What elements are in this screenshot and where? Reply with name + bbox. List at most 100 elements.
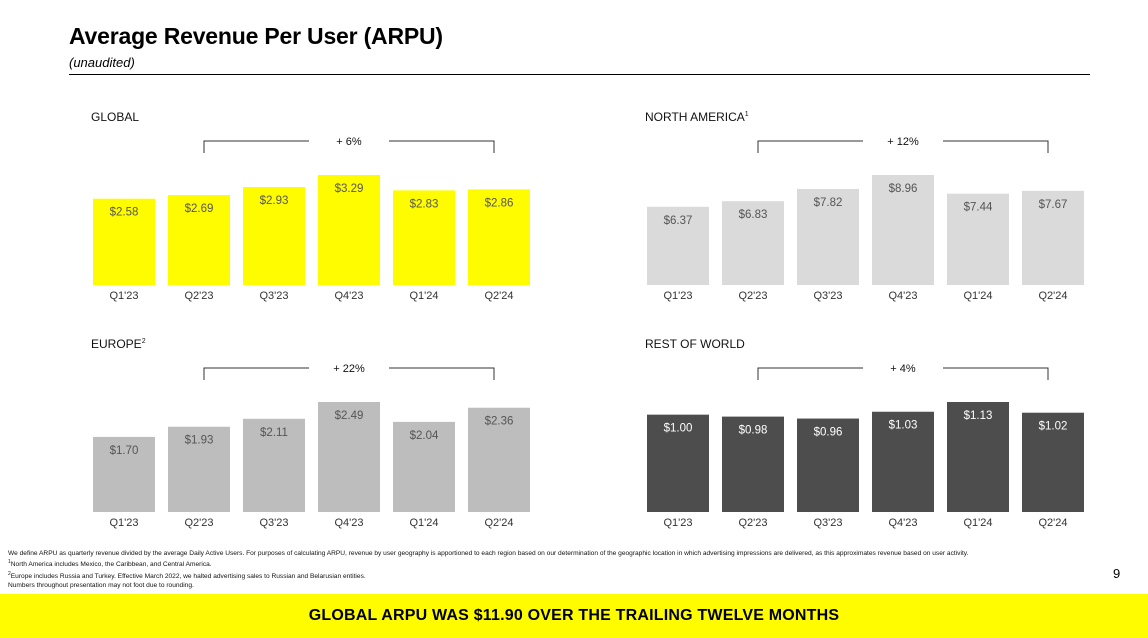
category-label: Q2'23	[738, 517, 767, 529]
data-label: $7.82	[814, 197, 843, 209]
data-label: $2.04	[410, 430, 439, 442]
category-label: Q3'23	[259, 517, 288, 529]
category-label: Q1'24	[409, 290, 438, 302]
category-label: Q2'23	[184, 290, 213, 302]
data-label: $2.93	[260, 195, 289, 207]
growth-bracket	[203, 367, 495, 380]
category-label: Q1'23	[109, 290, 138, 302]
data-label: $2.11	[260, 427, 288, 439]
data-label: $8.96	[889, 183, 918, 195]
chart-title: REST OF WORLD	[645, 337, 745, 351]
page-number: 9	[1113, 566, 1121, 581]
data-label: $1.00	[664, 423, 693, 435]
chart-title: GLOBAL	[91, 110, 140, 124]
category-label: Q3'23	[813, 290, 842, 302]
category-label: Q3'23	[813, 517, 842, 529]
category-label: Q1'23	[663, 517, 692, 529]
data-label: $2.69	[185, 203, 214, 215]
chart-panel-global: GLOBAL $2.58 Q1'23 $2.69 Q2'23 $2.93 Q3'23 $3.…	[91, 110, 536, 320]
growth-bracket	[757, 140, 1049, 153]
bar	[797, 418, 859, 512]
data-label: $1.13	[964, 410, 993, 422]
data-label: $2.83	[410, 198, 439, 210]
bar	[318, 175, 380, 285]
growth-label: + 6%	[336, 136, 362, 148]
growth-label: + 12%	[887, 136, 919, 148]
bar	[393, 421, 455, 512]
growth-bracket	[757, 367, 1049, 380]
category-label: Q2'23	[738, 290, 767, 302]
bar	[947, 402, 1009, 512]
data-label: $0.96	[814, 427, 843, 439]
category-label: Q1'24	[409, 517, 438, 529]
bar	[168, 195, 230, 285]
bar	[722, 201, 784, 285]
data-label: $1.02	[1039, 421, 1068, 433]
title-divider	[69, 74, 1090, 75]
banner-text: GLOBAL ARPU WAS $11.90 OVER THE TRAILING…	[308, 607, 840, 624]
data-label: $2.86	[485, 197, 514, 209]
bar-chart: $2.58 Q1'23 $2.69 Q2'23 $2.93 Q3'23 $3.29 Q4'23…	[93, 136, 530, 302]
bar-chart: $1.70 Q1'23 $1.93 Q2'23 $2.11 Q3'23 $2.49 Q4'23…	[93, 363, 530, 529]
bar	[797, 188, 859, 285]
growth-label: + 4%	[890, 363, 916, 375]
growth-label: + 22%	[333, 363, 365, 375]
chart-title: NORTH AMERICA1	[645, 110, 749, 124]
footnote-europe: 2Europe includes Russia and Turkey. Effe…	[8, 571, 366, 581]
bar	[243, 187, 305, 285]
footnote-arpu-definition: We define ARPU as quarterly revenue divi…	[8, 550, 969, 557]
bar	[1022, 190, 1084, 285]
footnote-north-america: 1North America includes Mexico, the Cari…	[8, 559, 212, 569]
data-label: $7.67	[1039, 199, 1068, 211]
bar	[168, 426, 230, 512]
category-label: Q1'24	[963, 517, 992, 529]
bar	[93, 198, 155, 285]
category-label: Q2'24	[484, 517, 513, 529]
bar-chart: $6.37 Q1'23 $6.83 Q2'23 $7.82 Q3'23 $8.96 Q4'23…	[647, 136, 1084, 302]
footnote-rounding: Numbers throughout presentation may not …	[8, 581, 194, 589]
chart-panel-north-america: NORTH AMERICA1 $6.37 Q1'23 $6.83 Q2'23 $7.82…	[645, 110, 1090, 320]
growth-bracket	[203, 140, 495, 153]
chart-panel-rest-of-world: REST OF WORLD $1.00 Q1'23 $0.98 Q2'23 $0.96 Q…	[645, 337, 1090, 547]
data-label: $1.70	[110, 445, 139, 457]
bar	[318, 402, 380, 512]
highlight-banner: GLOBAL ARPU WAS $11.90 OVER THE TRAILING…	[0, 594, 1148, 638]
data-label: $1.03	[889, 420, 918, 432]
category-label: Q1'24	[963, 290, 992, 302]
bar	[468, 407, 530, 512]
category-label: Q1'23	[109, 517, 138, 529]
category-label: Q2'23	[184, 517, 213, 529]
category-label: Q4'23	[334, 290, 363, 302]
category-label: Q4'23	[334, 517, 363, 529]
bar	[647, 414, 709, 512]
bar	[872, 411, 934, 512]
bar	[393, 190, 455, 285]
data-label: $6.83	[739, 209, 768, 221]
page-subtitle: (unaudited)	[69, 55, 135, 70]
data-label: $6.37	[664, 215, 693, 227]
bar-chart: $1.00 Q1'23 $0.98 Q2'23 $0.96 Q3'23 $1.03 Q4'23…	[647, 363, 1084, 529]
bar	[93, 436, 155, 512]
category-label: Q2'24	[484, 290, 513, 302]
category-label: Q3'23	[259, 290, 288, 302]
data-label: $3.29	[335, 183, 364, 195]
data-label: $2.36	[485, 416, 514, 428]
data-label: $2.58	[110, 207, 139, 219]
page-title: Average Revenue Per User (ARPU)	[69, 23, 443, 49]
footnotes: We define ARPU as quarterly revenue divi…	[8, 550, 1146, 590]
data-label: $0.98	[739, 425, 768, 437]
category-label: Q2'24	[1038, 517, 1067, 529]
bar	[872, 175, 934, 285]
bar	[243, 418, 305, 512]
chart-title: EUROPE2	[91, 337, 146, 351]
bar	[1022, 412, 1084, 512]
data-label: $7.44	[964, 202, 993, 214]
category-label: Q1'23	[663, 290, 692, 302]
bar	[947, 193, 1009, 285]
data-label: $2.49	[335, 410, 364, 422]
bar	[722, 416, 784, 512]
category-label: Q4'23	[888, 517, 917, 529]
bar	[647, 206, 709, 285]
category-label: Q4'23	[888, 290, 917, 302]
category-label: Q2'24	[1038, 290, 1067, 302]
